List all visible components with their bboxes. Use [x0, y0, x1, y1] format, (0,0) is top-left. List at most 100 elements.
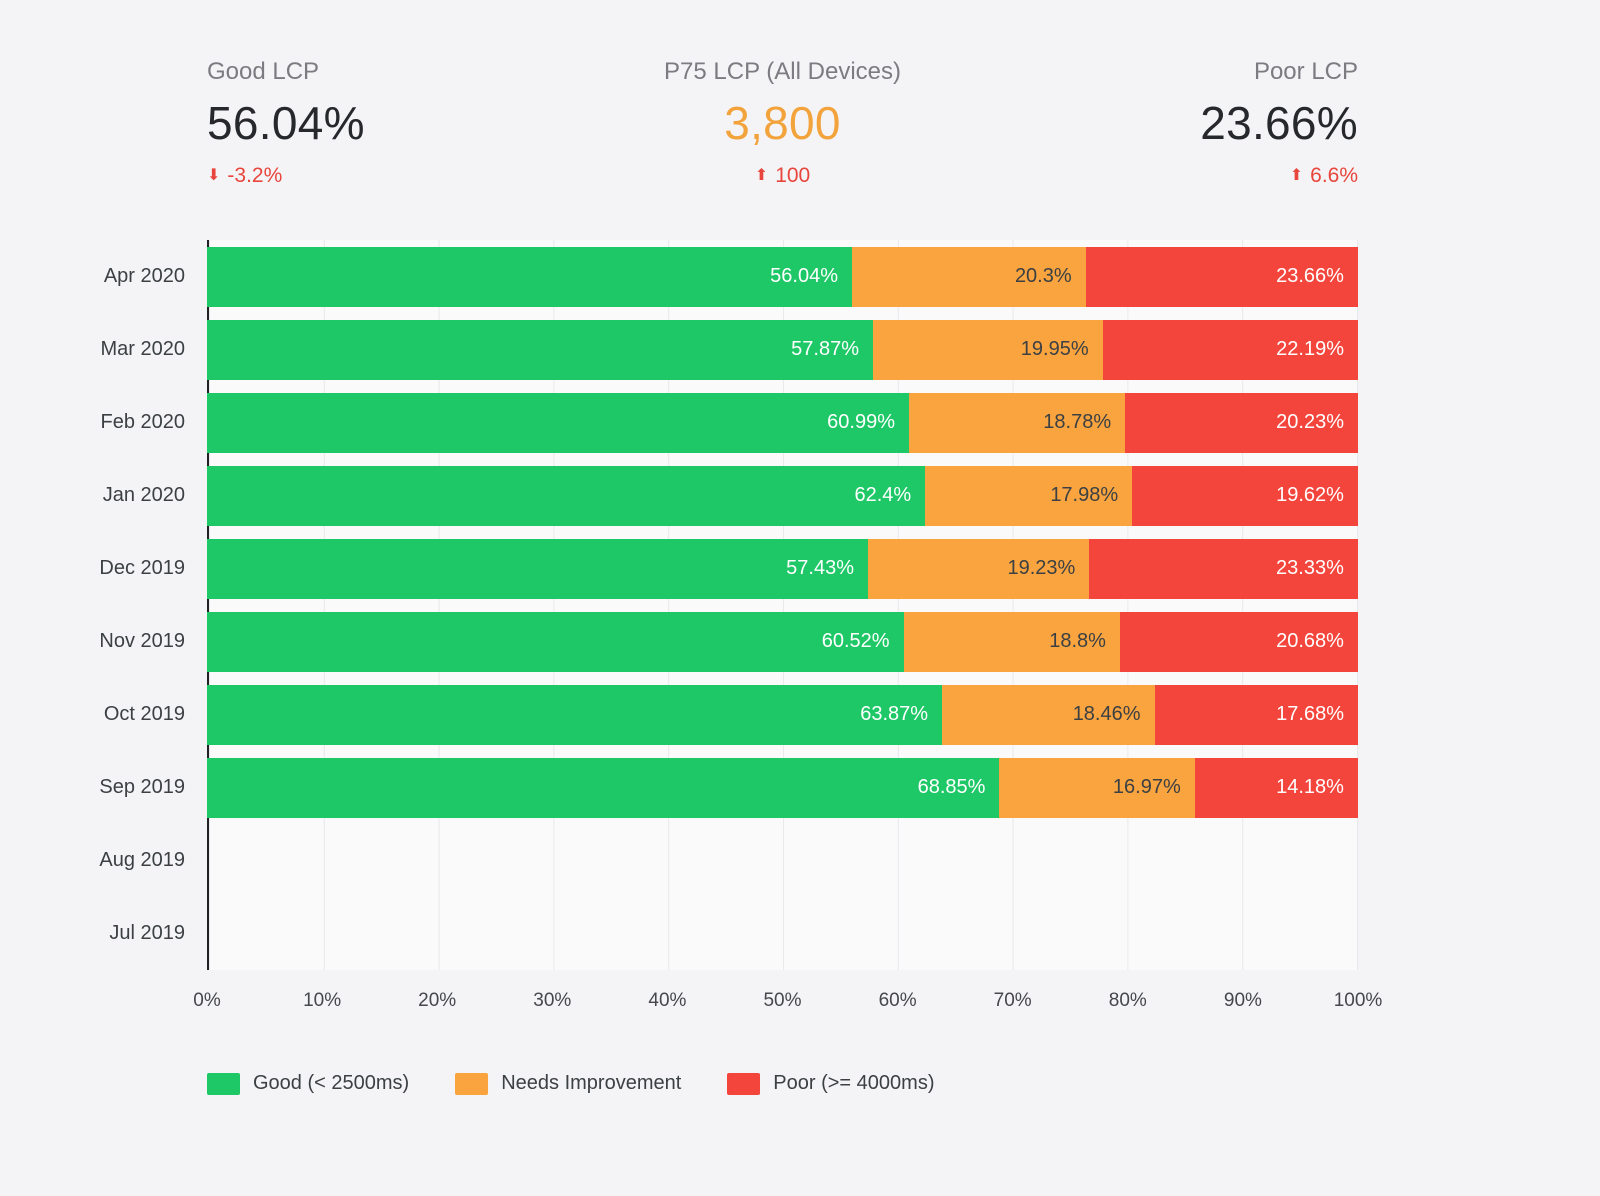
bar-segment-poor[interactable]: 17.68% — [1154, 684, 1358, 745]
bar-segment-value: 22.19% — [1276, 338, 1344, 360]
bar-track: 60.52% 18.8% 20.68% — [207, 611, 1358, 672]
x-axis-tick: 50% — [763, 990, 802, 1011]
bar-segment-needs-improvement[interactable]: 20.3% — [852, 246, 1086, 307]
bar-segment-good[interactable]: 62.4% — [207, 465, 926, 526]
bar-segment-poor[interactable]: 20.68% — [1119, 611, 1358, 672]
bar-segment-value: 17.68% — [1276, 703, 1344, 725]
arrow-up-icon: ⬆ — [754, 167, 769, 184]
legend-label: Poor (>= 4000ms) — [773, 1072, 935, 1094]
bar-segment-value: 19.23% — [1007, 557, 1076, 579]
bar-segment-value: 56.04% — [770, 265, 839, 287]
bar-segment-needs-improvement[interactable]: 18.46% — [942, 684, 1155, 745]
bar-segment-value: 23.33% — [1276, 557, 1344, 579]
bar-segment-poor[interactable]: 22.19% — [1102, 319, 1358, 380]
category-label: Nov 2019 — [99, 630, 185, 652]
bar-segment-value: 20.3% — [1014, 265, 1072, 287]
chart-legend: Good (< 2500ms) Needs Improvement Poor (>=… — [207, 1072, 1600, 1095]
bar-segment-needs-improvement[interactable]: 19.95% — [873, 319, 1103, 380]
bar-track — [207, 831, 1358, 891]
bar-segment-poor[interactable]: 19.62% — [1132, 465, 1358, 526]
bar-segment-value: 60.52% — [821, 630, 890, 652]
bar-segment-value: 14.18% — [1276, 776, 1344, 798]
bar-segment-needs-improvement[interactable]: 18.78% — [908, 392, 1126, 453]
x-axis-tick: 30% — [533, 990, 572, 1011]
chart-rows: Apr 2020 56.04% 20.3% 23.66% Mar 2020 57.87% 1… — [0, 240, 1358, 970]
bar-track: 62.4% 17.98% 19.62% — [207, 465, 1358, 526]
bar-segment-value: 63.87% — [860, 703, 929, 725]
category-label: Sep 2019 — [99, 776, 185, 798]
bar-segment-needs-improvement[interactable]: 18.8% — [903, 611, 1120, 672]
kpi-delta-value: 100 — [775, 164, 811, 187]
bar-segment-value: 57.43% — [786, 557, 855, 579]
kpi-row: Good LCP 56.04% ⬇ -3.2% P75 LCP (All Dev… — [207, 58, 1358, 188]
bar-segment-value: 20.68% — [1276, 630, 1344, 652]
arrow-up-icon: ⬆ — [1289, 167, 1304, 184]
bar-segment-good[interactable]: 57.43% — [207, 538, 869, 599]
category-label: Apr 2020 — [103, 265, 185, 287]
bar-segment-poor[interactable]: 23.66% — [1085, 246, 1358, 307]
bar-segment-value: 16.97% — [1112, 776, 1181, 798]
kpi-delta: ⬆ 6.6% — [974, 164, 1358, 188]
chart-row: Oct 2019 63.87% 18.46% 17.68% — [0, 678, 1358, 751]
x-axis-tick: 60% — [878, 990, 917, 1011]
chart-row: Dec 2019 57.43% 19.23% 23.33% — [0, 532, 1358, 605]
x-axis-tick: 90% — [1223, 990, 1262, 1011]
kpi-p75-lcp: P75 LCP (All Devices) 3,800 ⬆ 100 — [591, 58, 975, 188]
bar-segment-value: 18.78% — [1043, 411, 1112, 433]
kpi-label: Good LCP — [207, 58, 320, 85]
bar-segment-good[interactable]: 57.87% — [207, 319, 874, 380]
bar-segment-needs-improvement[interactable]: 19.23% — [868, 538, 1090, 599]
chart-row: Sep 2019 68.85% 16.97% 14.18% — [0, 751, 1358, 824]
x-axis-tick: 80% — [1108, 990, 1147, 1011]
x-axis-tick: 10% — [303, 990, 342, 1011]
category-label: Mar 2020 — [100, 338, 186, 360]
legend-label: Needs Improvement — [501, 1072, 682, 1094]
chart-row: Jul 2019 — [0, 897, 1358, 970]
kpi-delta: ⬇ -3.2% — [207, 164, 591, 188]
x-axis-tick: 100% — [1333, 990, 1383, 1011]
chart-row: Nov 2019 60.52% 18.8% 20.68% — [0, 605, 1358, 678]
kpi-value: 23.66% — [1200, 97, 1359, 149]
bar-segment-value: 19.62% — [1276, 484, 1344, 506]
bar-segment-value: 68.85% — [917, 776, 986, 798]
bar-track — [207, 904, 1358, 964]
bar-track: 63.87% 18.46% 17.68% — [207, 684, 1358, 745]
kpi-delta-value: -3.2% — [227, 164, 283, 187]
bar-segment-needs-improvement[interactable]: 17.98% — [925, 465, 1133, 526]
category-label: Feb 2020 — [100, 411, 185, 433]
bar-segment-value: 60.99% — [827, 411, 895, 433]
bar-segment-good[interactable]: 60.99% — [207, 392, 909, 453]
legend-item-good[interactable]: Good (< 2500ms) — [207, 1072, 409, 1095]
category-label: Aug 2019 — [99, 849, 185, 871]
chart-row: Mar 2020 57.87% 19.95% 22.19% — [0, 313, 1358, 386]
bar-segment-value: 62.4% — [854, 484, 912, 506]
bar-segment-value: 17.98% — [1050, 484, 1119, 506]
bar-segment-poor[interactable]: 20.23% — [1125, 392, 1358, 453]
legend-item-poor[interactable]: Poor (>= 4000ms) — [727, 1072, 934, 1095]
kpi-value: 3,800 — [724, 97, 841, 149]
bar-segment-poor[interactable]: 23.33% — [1089, 538, 1358, 599]
kpi-poor-lcp: Poor LCP 23.66% ⬆ 6.6% — [974, 58, 1358, 188]
bar-segment-value: 57.87% — [791, 338, 860, 360]
bar-segment-poor[interactable]: 14.18% — [1194, 757, 1358, 818]
chart-row: Feb 2020 60.99% 18.78% 20.23% — [0, 386, 1358, 459]
bar-segment-value: 18.8% — [1049, 630, 1106, 652]
bar-segment-good[interactable]: 68.85% — [207, 757, 1000, 818]
legend-swatch — [207, 1072, 240, 1095]
chart-row: Aug 2019 — [0, 824, 1358, 897]
kpi-delta: ⬆ 100 — [591, 164, 975, 188]
bar-segment-value: 23.66% — [1276, 265, 1344, 287]
bar-segment-good[interactable]: 56.04% — [207, 246, 853, 307]
bar-segment-needs-improvement[interactable]: 16.97% — [999, 757, 1195, 818]
bar-track: 57.87% 19.95% 22.19% — [207, 319, 1358, 380]
bar-segment-value: 19.95% — [1020, 338, 1089, 360]
legend-swatch — [455, 1072, 489, 1095]
kpi-label: Poor LCP — [1253, 58, 1359, 85]
kpi-delta-value: 6.6% — [1310, 164, 1359, 187]
category-label: Oct 2019 — [103, 703, 185, 725]
x-axis-tick: 40% — [648, 990, 687, 1011]
bar-segment-good[interactable]: 60.52% — [207, 611, 904, 672]
bar-track: 60.99% 18.78% 20.23% — [207, 392, 1358, 453]
legend-item-needs-improvement[interactable]: Needs Improvement — [455, 1072, 681, 1095]
bar-segment-good[interactable]: 63.87% — [207, 684, 943, 745]
